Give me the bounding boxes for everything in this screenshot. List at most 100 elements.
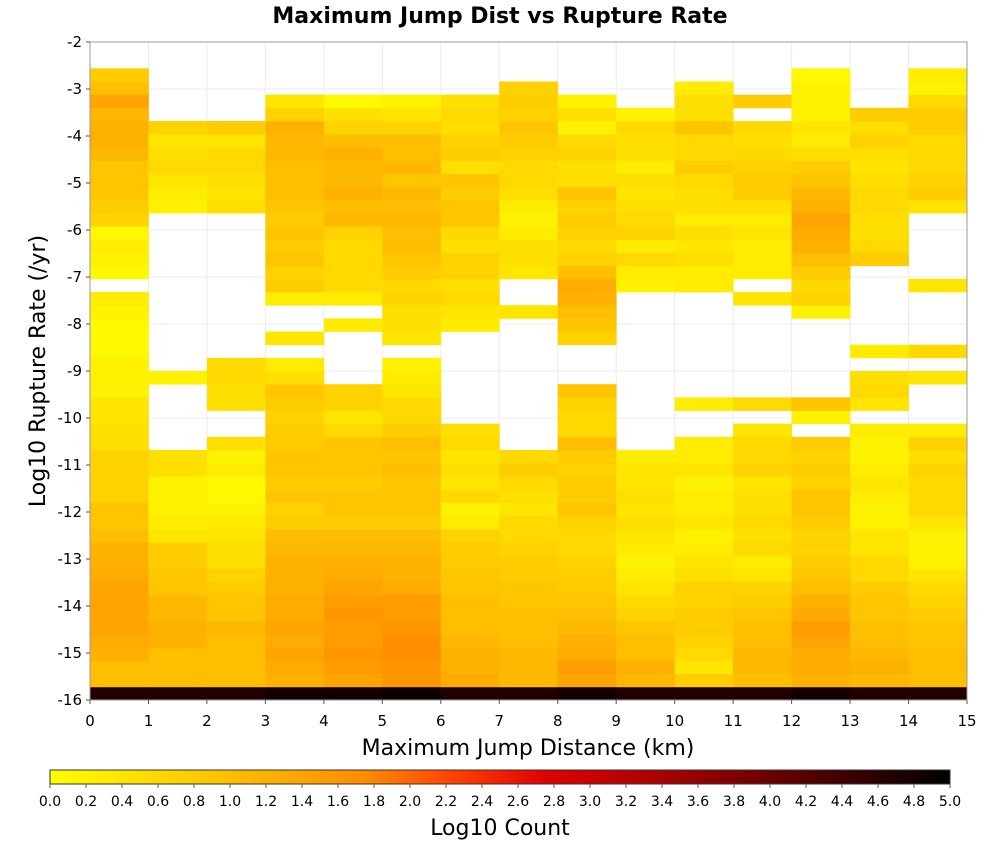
colorbar-tick-label: 0.4 [111, 794, 133, 810]
heatmap-cell [850, 397, 909, 411]
heatmap-cell [90, 568, 149, 582]
heatmap-cell [733, 463, 792, 477]
heatmap-cell [733, 476, 792, 490]
heatmap-cell [733, 634, 792, 648]
heatmap-cell [90, 107, 149, 122]
heatmap-cell [499, 476, 559, 490]
heatmap-cell [499, 120, 559, 135]
heatmap-cell [791, 449, 851, 464]
heatmap-cell [323, 581, 383, 596]
colorbar-label: Log10 Count [430, 816, 570, 841]
heatmap-cell [206, 371, 266, 385]
heatmap-cell [90, 594, 149, 609]
heatmap-cell [148, 186, 208, 201]
heatmap-cell [616, 489, 676, 503]
heatmap-cell [382, 318, 442, 332]
heatmap-cell [557, 528, 617, 543]
heatmap-cell [674, 463, 734, 477]
heatmap-cell [850, 621, 909, 635]
heatmap-cell [323, 542, 383, 556]
heatmap-cell [908, 344, 968, 359]
heatmap-cell [791, 410, 851, 425]
heatmap-cell [499, 502, 559, 517]
heatmap-cell [908, 555, 968, 569]
heatmap-cell [265, 239, 325, 253]
heatmap-cell [265, 213, 325, 227]
heatmap-cell [148, 515, 208, 530]
y-axis-label: Log10 Rupture Rate (/yr) [26, 235, 51, 507]
heatmap-cell [90, 449, 149, 464]
heatmap-cell [90, 81, 149, 96]
heatmap-cell [382, 107, 442, 122]
heatmap-cell [382, 515, 442, 530]
heatmap-cell [791, 186, 851, 201]
heatmap-cell [616, 607, 676, 622]
heatmap-cell [206, 463, 266, 477]
heatmap-cell [206, 581, 266, 596]
y-tick-label: -13 [58, 550, 83, 568]
heatmap-cell [557, 555, 617, 569]
colorbar-tick-label: 3.2 [615, 794, 637, 810]
heatmap-cell [733, 489, 792, 503]
heatmap-cell [90, 410, 149, 425]
heatmap-cell [733, 607, 792, 622]
heatmap-cell [674, 476, 734, 490]
heatmap-cell [440, 226, 500, 240]
x-tick-label: 14 [899, 712, 918, 730]
heatmap-cell [908, 660, 968, 675]
heatmap-cell [382, 686, 442, 701]
heatmap-cell [791, 265, 851, 280]
heatmap-cell [850, 436, 909, 451]
heatmap-cell [440, 213, 500, 227]
heatmap-cell [733, 147, 792, 161]
heatmap-cell [265, 476, 325, 490]
heatmap-cell [382, 173, 442, 188]
heatmap-cell [733, 199, 792, 214]
heatmap-cell [616, 542, 676, 556]
heatmap-cell [148, 502, 208, 517]
heatmap-cell [850, 686, 909, 701]
heatmap-cell [206, 555, 266, 569]
heatmap-cell [440, 436, 500, 451]
heatmap-cell [733, 686, 792, 701]
heatmap-cell [674, 147, 734, 161]
heatmap-cell [674, 239, 734, 253]
heatmap-cell [850, 449, 909, 464]
heatmap-cell [616, 528, 676, 543]
x-tick-label: 15 [957, 712, 976, 730]
heatmap-cell [323, 397, 383, 411]
heatmap-cell [90, 292, 149, 306]
heatmap-cell [908, 173, 968, 188]
heatmap-cell [440, 621, 500, 635]
heatmap-cell [733, 449, 792, 464]
heatmap-cell [323, 94, 383, 109]
heatmap-cell [265, 410, 325, 425]
heatmap-cell [148, 371, 208, 385]
heatmap-cell [206, 476, 266, 490]
heatmap-cell [382, 94, 442, 109]
heatmap-cell [382, 226, 442, 240]
y-tick-label: -2 [67, 33, 82, 51]
heatmap-cell [616, 186, 676, 201]
heatmap-cell [440, 160, 500, 174]
heatmap-cell [265, 502, 325, 517]
heatmap-cell [440, 305, 500, 319]
heatmap-cell [791, 252, 851, 267]
heatmap-cell [323, 489, 383, 503]
heatmap-cell [265, 120, 325, 135]
heatmap-cell [265, 686, 325, 701]
heatmap-cell [791, 463, 851, 477]
heatmap-cell [616, 213, 676, 227]
heatmap-cell [148, 173, 208, 188]
heatmap-cell [908, 147, 968, 161]
heatmap-cell [908, 502, 968, 517]
heatmap-cell [616, 449, 676, 464]
colorbar-tick-label: 1.2 [255, 794, 277, 810]
heatmap-cell [557, 134, 617, 148]
heatmap-cell [382, 489, 442, 503]
heatmap-cell [733, 581, 792, 596]
heatmap-cell [850, 213, 909, 227]
heatmap-cell [791, 621, 851, 635]
heatmap-cell [557, 173, 617, 188]
colorbar-tick-label: 1.0 [219, 794, 241, 810]
